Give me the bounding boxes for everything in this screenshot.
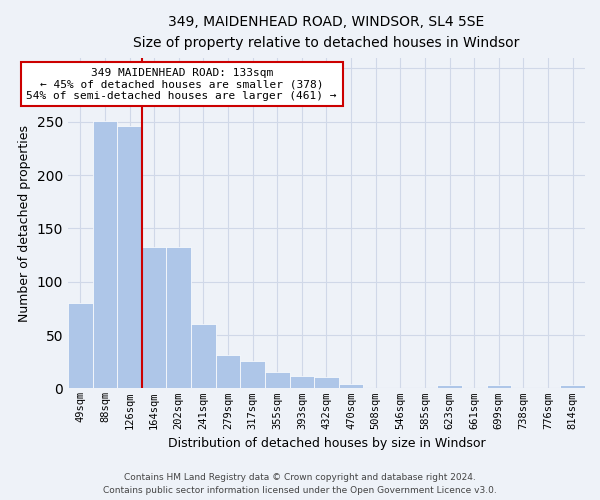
Y-axis label: Number of detached properties: Number of detached properties: [18, 124, 31, 322]
Bar: [68, 303, 92, 388]
Title: 349, MAIDENHEAD ROAD, WINDSOR, SL4 5SE
Size of property relative to detached hou: 349, MAIDENHEAD ROAD, WINDSOR, SL4 5SE S…: [133, 15, 520, 50]
Bar: [92, 120, 117, 388]
Text: 349 MAIDENHEAD ROAD: 133sqm
← 45% of detached houses are smaller (378)
54% of se: 349 MAIDENHEAD ROAD: 133sqm ← 45% of det…: [26, 68, 337, 101]
Bar: [487, 385, 511, 388]
Bar: [142, 246, 166, 388]
Bar: [290, 376, 314, 388]
Text: Contains HM Land Registry data © Crown copyright and database right 2024.
Contai: Contains HM Land Registry data © Crown c…: [103, 474, 497, 495]
Bar: [166, 246, 191, 388]
Bar: [117, 126, 142, 388]
Bar: [240, 360, 265, 388]
Bar: [437, 385, 462, 388]
Bar: [314, 376, 339, 388]
Bar: [215, 356, 240, 388]
Bar: [191, 324, 215, 388]
X-axis label: Distribution of detached houses by size in Windsor: Distribution of detached houses by size …: [167, 437, 485, 450]
Bar: [560, 385, 585, 388]
Bar: [339, 384, 364, 388]
Bar: [265, 372, 290, 388]
